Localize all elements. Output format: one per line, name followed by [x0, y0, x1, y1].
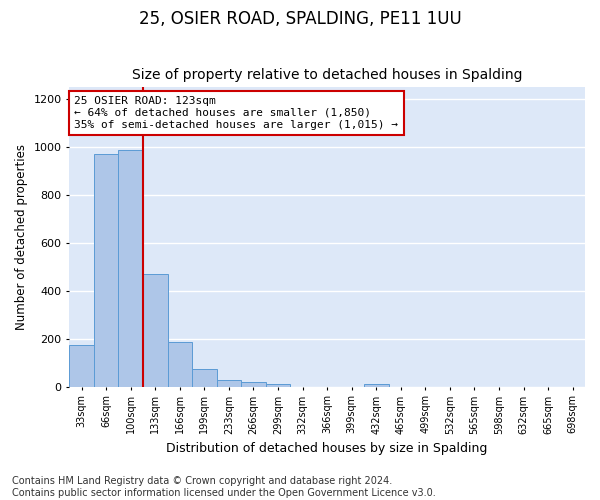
Bar — [118, 150, 143, 386]
Bar — [94, 154, 118, 386]
Bar — [167, 342, 192, 386]
Title: Size of property relative to detached houses in Spalding: Size of property relative to detached ho… — [132, 68, 523, 82]
X-axis label: Distribution of detached houses by size in Spalding: Distribution of detached houses by size … — [166, 442, 488, 455]
Text: Contains HM Land Registry data © Crown copyright and database right 2024.
Contai: Contains HM Land Registry data © Crown c… — [12, 476, 436, 498]
Bar — [143, 274, 167, 386]
Bar — [266, 384, 290, 386]
Bar — [70, 344, 94, 387]
Bar — [364, 384, 389, 386]
Y-axis label: Number of detached properties: Number of detached properties — [15, 144, 28, 330]
Text: 25 OSIER ROAD: 123sqm
← 64% of detached houses are smaller (1,850)
35% of semi-d: 25 OSIER ROAD: 123sqm ← 64% of detached … — [74, 96, 398, 130]
Bar — [217, 380, 241, 386]
Bar — [241, 382, 266, 386]
Bar — [192, 368, 217, 386]
Text: 25, OSIER ROAD, SPALDING, PE11 1UU: 25, OSIER ROAD, SPALDING, PE11 1UU — [139, 10, 461, 28]
